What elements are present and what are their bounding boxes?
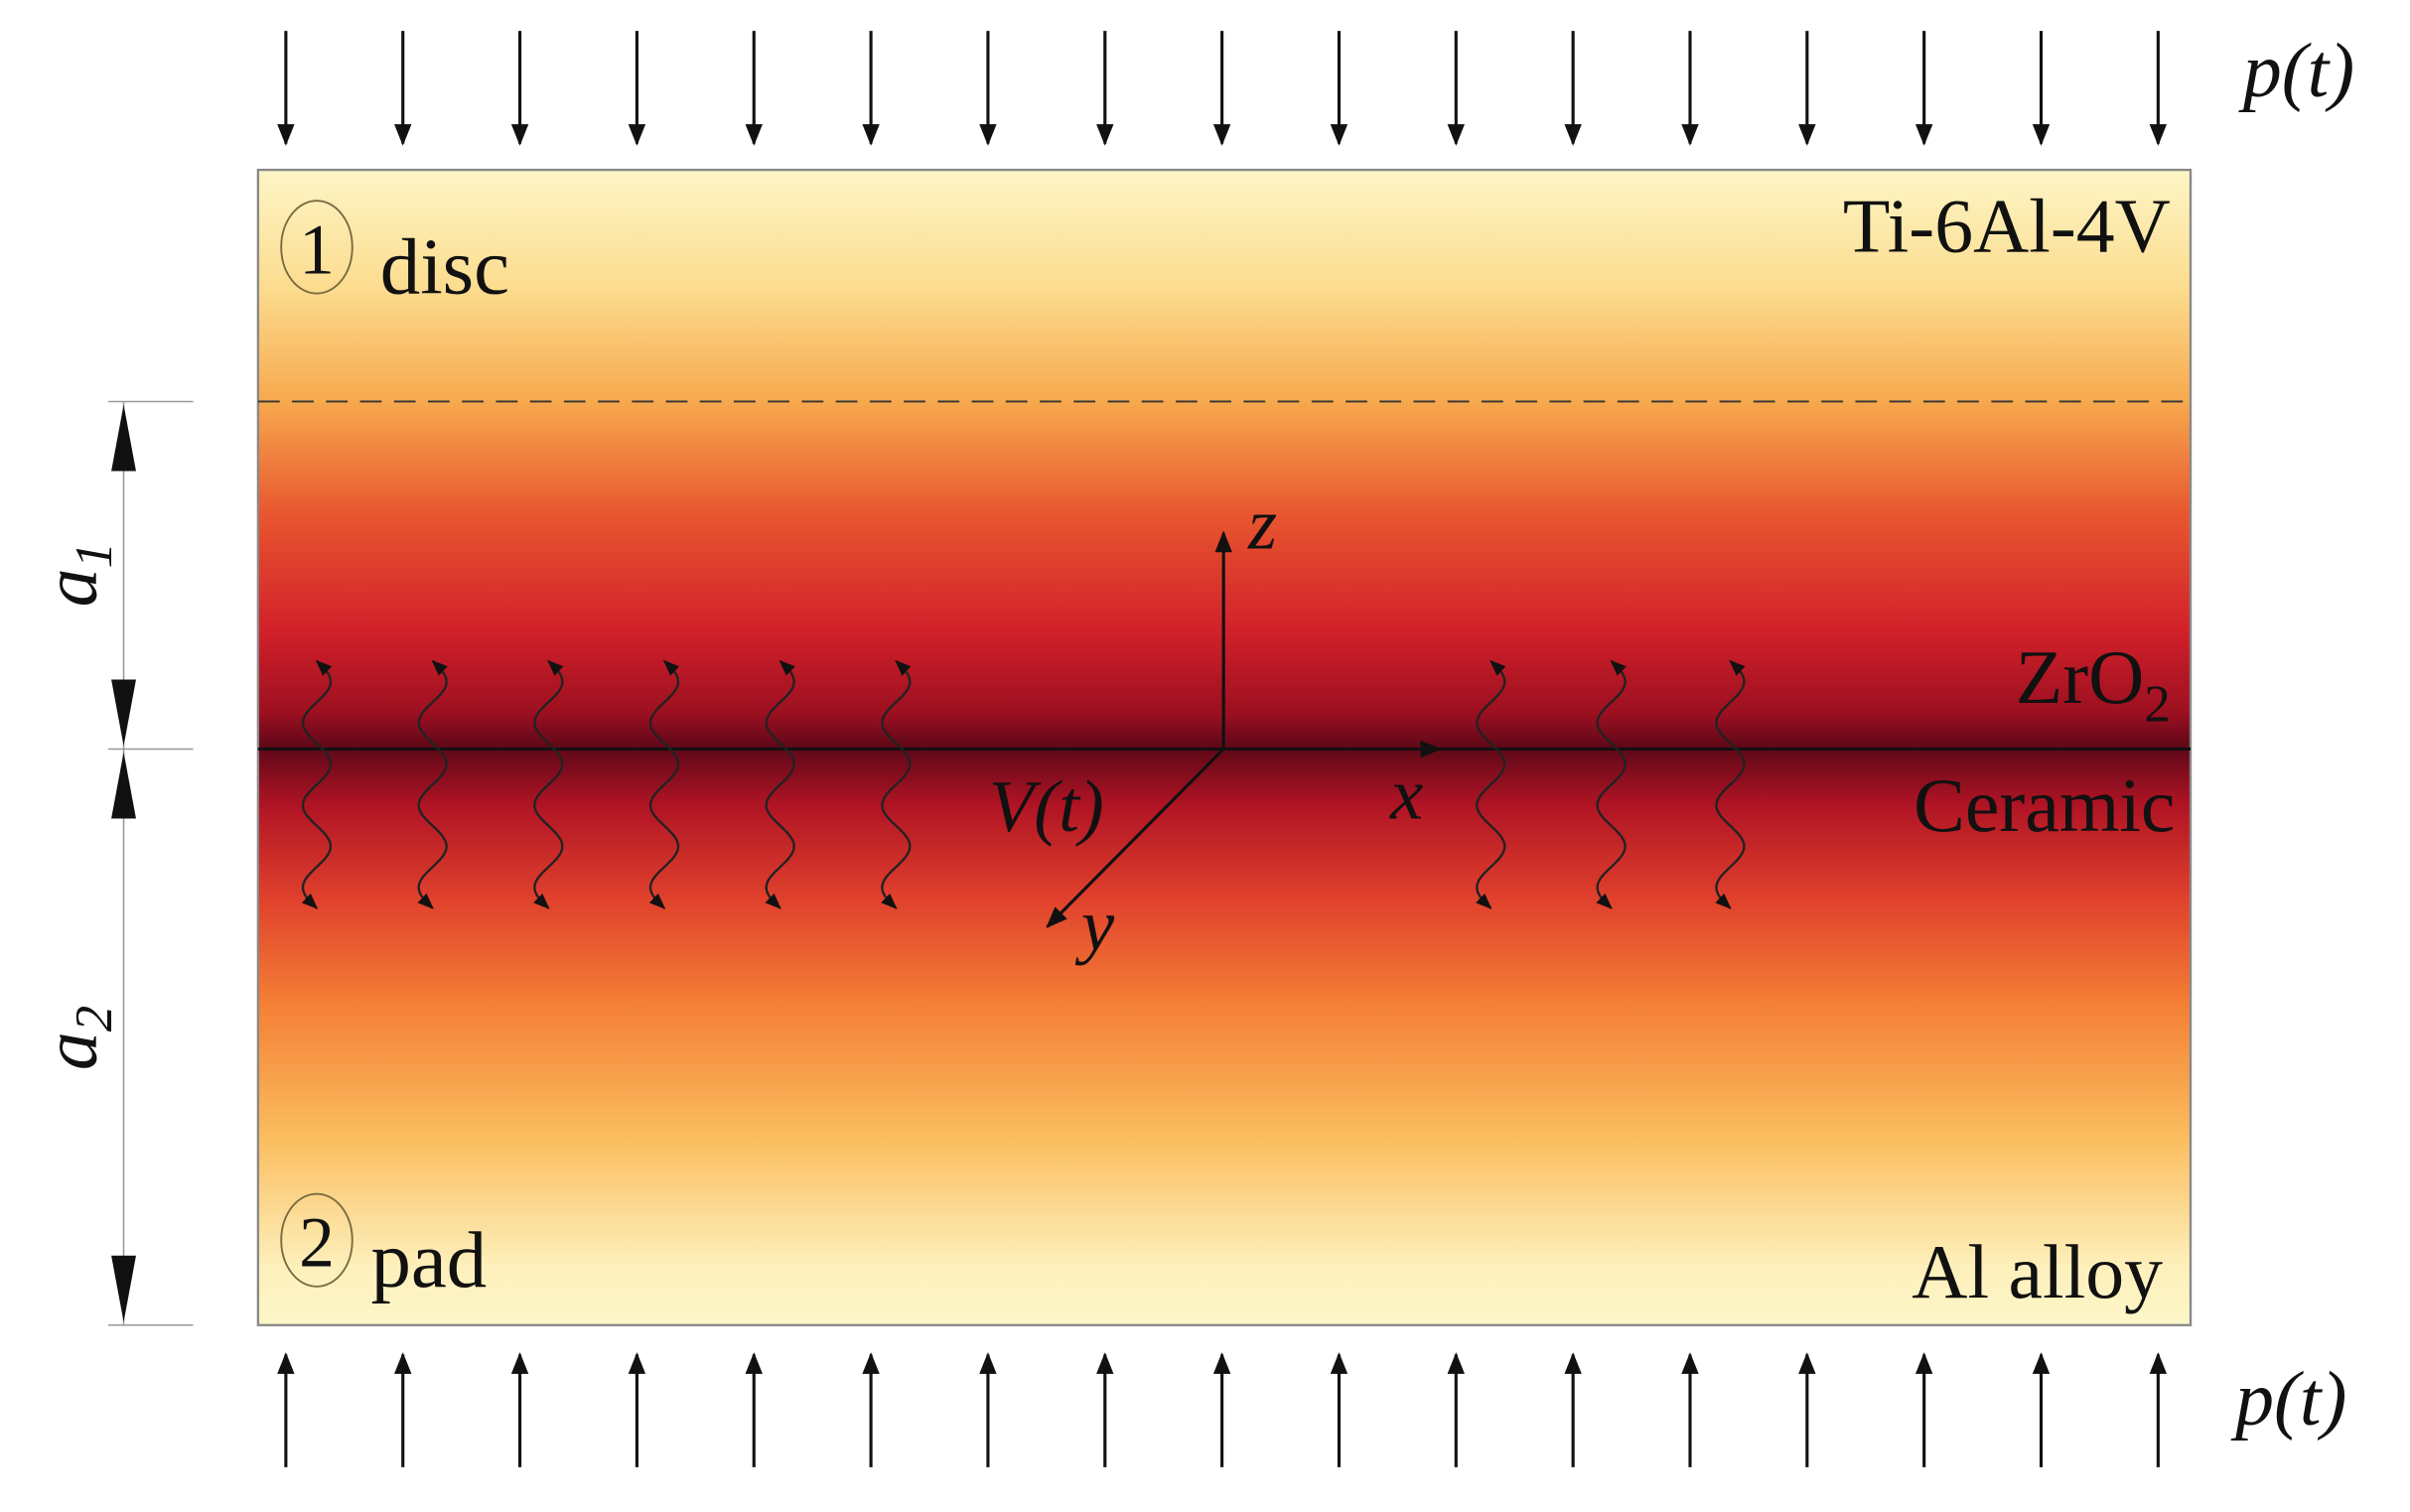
heat-flux-arrow — [1596, 659, 1627, 909]
number-circle — [280, 200, 354, 295]
number-circle — [280, 1192, 354, 1288]
heat-flux-arrow — [881, 659, 912, 909]
heat-flux-arrow — [1715, 659, 1746, 909]
disc-label: disc — [380, 223, 509, 312]
heat-flux-arrow — [533, 659, 564, 909]
heat-flux-arrow — [301, 659, 333, 909]
dimension-arrowheads — [111, 404, 136, 1322]
heat-flux-arrow — [765, 659, 795, 909]
pad-material: Al alloy — [1912, 1229, 2163, 1314]
pad-label: pad — [370, 1216, 487, 1305]
z-label: z — [1247, 482, 1277, 565]
disc-number: 1 — [299, 210, 335, 289]
x-label: x — [1389, 754, 1423, 836]
dim-a2: a2 — [28, 1006, 124, 1070]
y-label: y — [1074, 885, 1115, 967]
disc-material: Ti-6Al-4V — [1843, 184, 2171, 269]
dim-a1: a1 — [28, 542, 124, 607]
velocity-label: V(t) — [989, 765, 1104, 848]
interface-material: ZrO2 — [2016, 634, 2171, 734]
heat-flux-arrow — [648, 659, 680, 909]
pad-number: 2 — [299, 1204, 335, 1283]
load-label-bottom: p(t) — [2230, 1355, 2346, 1441]
y-axis — [1046, 748, 1225, 928]
heat-flux-arrow — [1476, 659, 1506, 909]
arrows — [277, 31, 2168, 1467]
dimension-lines — [107, 400, 194, 1326]
load-label-top: p(t) — [2238, 27, 2354, 112]
heat-flux-arrow — [417, 659, 448, 909]
interface-coating: Ceramic — [1914, 762, 2175, 848]
